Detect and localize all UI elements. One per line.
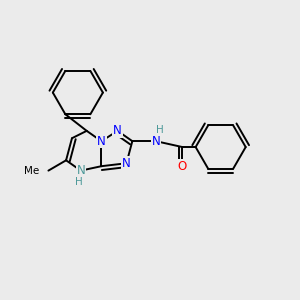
Text: N: N: [76, 164, 85, 177]
Text: N: N: [113, 124, 122, 137]
Text: N: N: [97, 135, 106, 148]
Text: Me: Me: [24, 166, 39, 176]
Text: O: O: [178, 160, 187, 173]
Text: H: H: [156, 125, 164, 135]
Text: H: H: [76, 177, 83, 188]
Text: N: N: [122, 157, 131, 170]
Text: N: N: [152, 135, 160, 148]
